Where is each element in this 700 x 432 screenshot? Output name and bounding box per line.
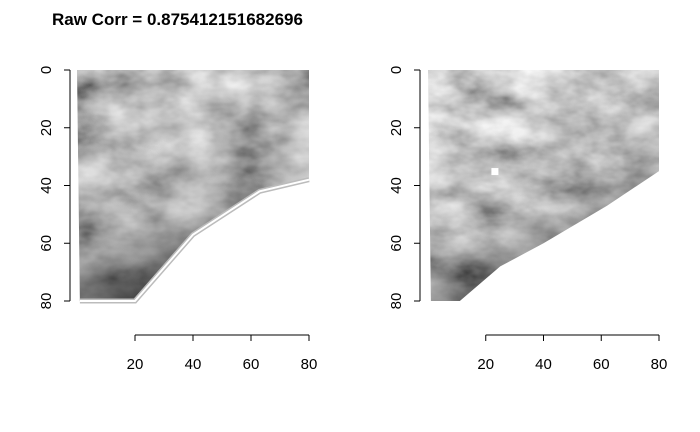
y-tick-label: 80 [38,293,55,310]
heatmap-left: 0 20 40 60 80 20 40 60 80 [38,66,317,373]
heatmap-image [428,70,659,301]
heatmap-right: 0 20 40 60 80 20 40 60 80 [388,66,667,373]
boundary-gap [79,178,310,302]
marker-pixel [491,168,499,176]
x-tick-label: 60 [243,356,260,373]
x-tick-label: 20 [127,356,144,373]
heatmap-shading [428,70,659,301]
y-axis: 0 20 40 60 80 [388,66,421,310]
y-tick-label: 0 [388,66,405,74]
chart-title: Raw Corr = 0.875412151682696 [52,10,303,29]
y-tick-label: 60 [38,235,55,252]
x-axis: 20 40 60 80 [127,334,318,373]
y-tick-label: 40 [38,177,55,194]
x-tick-label: 40 [185,356,202,373]
y-tick-label: 40 [388,177,405,194]
x-tick-label: 40 [535,356,552,373]
x-tick-label: 80 [651,356,668,373]
y-axis: 0 20 40 60 80 [38,66,71,310]
y-tick-label: 80 [388,293,405,310]
y-tick-label: 20 [38,119,55,136]
y-tick-label: 60 [388,235,405,252]
x-axis: 20 40 60 80 [477,334,668,373]
x-tick-label: 20 [477,356,494,373]
y-tick-label: 0 [38,66,55,74]
x-tick-label: 60 [593,356,610,373]
x-tick-label: 80 [301,356,318,373]
y-tick-label: 20 [388,119,405,136]
